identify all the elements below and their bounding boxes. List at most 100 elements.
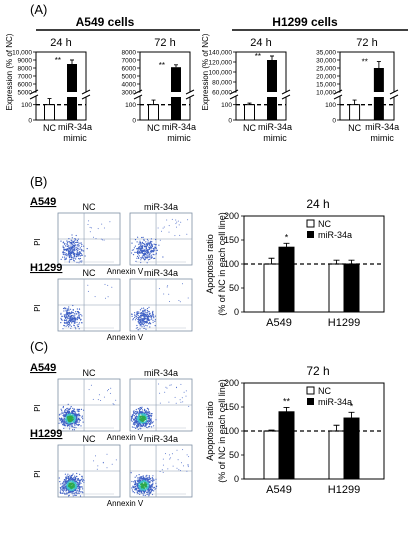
flow-event: [71, 482, 73, 484]
significance-mark: **: [55, 56, 61, 65]
flow-event: [64, 483, 67, 485]
flow-plot-mir: [129, 212, 193, 266]
flow-event: [76, 424, 78, 426]
flow-event: [153, 490, 155, 492]
flow-plot-mir: [129, 378, 193, 432]
error-bar: [348, 411, 355, 419]
cell-line-label: A549: [30, 196, 56, 208]
flow-event: [145, 322, 147, 324]
flow-event: [75, 318, 77, 320]
flow-event: [67, 477, 69, 479]
flow-event: [69, 312, 71, 314]
flow-event: [151, 422, 153, 424]
flow-event: [142, 320, 144, 322]
flow-event: [138, 408, 140, 410]
flow-event: [73, 486, 75, 488]
flow-event: [74, 413, 76, 415]
flow-event: [176, 386, 177, 388]
flow-event: [148, 243, 150, 245]
axis-break-mark: [29, 89, 39, 100]
flow-event: [61, 485, 63, 487]
flow-event: [141, 478, 143, 480]
flow-event: [145, 490, 147, 492]
flow-event: [152, 478, 154, 480]
flow-event: [137, 482, 139, 484]
x-label-mimic: miR-34a: [58, 122, 92, 132]
y-axis-label: (% of NC in each cell line): [217, 379, 227, 483]
flow-event: [63, 489, 65, 491]
flow-event: [69, 422, 71, 424]
flow-event: [67, 241, 69, 243]
flow-event: [138, 321, 140, 323]
flow-event: [148, 476, 150, 478]
flow-event: [70, 491, 72, 493]
significance-mark: **: [362, 58, 368, 67]
flow-event: [59, 491, 61, 493]
flow-event: [71, 248, 73, 250]
flow-event: [188, 405, 190, 407]
flow-event: [149, 481, 151, 483]
flow-event: [66, 312, 68, 314]
flow-event: [75, 256, 77, 258]
flow-event: [82, 492, 84, 494]
flow-event: [63, 487, 65, 489]
flow-event: [187, 464, 189, 466]
flow-event: [70, 249, 72, 252]
flow-event: [139, 408, 141, 410]
flow-event: [147, 481, 149, 483]
flow-event: [69, 259, 71, 261]
flow-event: [63, 319, 65, 321]
flow-event: [137, 485, 139, 487]
flow-event: [140, 407, 143, 409]
flow-event: [135, 483, 137, 485]
flow-event: [75, 494, 77, 496]
flow-event: [73, 317, 75, 319]
flow-event: [78, 248, 80, 250]
flow-event: [63, 418, 65, 420]
axis-break-mark: [281, 89, 291, 100]
flow-event: [115, 399, 117, 401]
flow-event: [70, 254, 72, 256]
flow-event: [59, 417, 61, 419]
flow-event: [146, 481, 148, 483]
flow-event: [153, 486, 156, 488]
flow-event: [64, 487, 66, 489]
col-label-nc: NC: [83, 434, 96, 444]
flow-event: [147, 491, 149, 493]
flow-event: [76, 489, 78, 492]
flow-event: [74, 247, 76, 249]
y-tick-label: 5000: [122, 74, 137, 81]
flow-event: [69, 417, 71, 419]
x-label-nc: NC: [147, 123, 160, 133]
flow-event: [134, 239, 137, 241]
flow-event: [142, 487, 144, 489]
flow-event: [68, 485, 70, 487]
flow-event: [134, 315, 136, 317]
flow-event: [97, 228, 99, 230]
x-label-mimic: mimic: [63, 133, 87, 143]
flow-event: [135, 410, 137, 413]
flow-event: [62, 414, 64, 417]
flow-event: [64, 423, 66, 425]
flow-event: [64, 249, 66, 251]
flow-event: [80, 319, 82, 321]
flow-event: [68, 420, 70, 422]
flow-event: [83, 245, 85, 247]
flow-event: [74, 490, 76, 492]
flow-event: [75, 319, 77, 321]
flow-event: [139, 251, 141, 253]
flow-event: [137, 416, 139, 418]
flow-event: [141, 322, 143, 324]
flow-event: [144, 320, 146, 323]
flow-event: [64, 411, 66, 414]
flow-event: [70, 419, 72, 421]
flow-event: [147, 482, 149, 484]
flow-event: [81, 415, 83, 417]
flow-event: [77, 487, 80, 489]
flow-event: [141, 255, 143, 257]
flow-event: [68, 246, 70, 248]
flow-event: [143, 415, 146, 417]
flow-event: [154, 319, 156, 321]
flow-event: [146, 414, 148, 416]
flow-event: [76, 321, 78, 323]
